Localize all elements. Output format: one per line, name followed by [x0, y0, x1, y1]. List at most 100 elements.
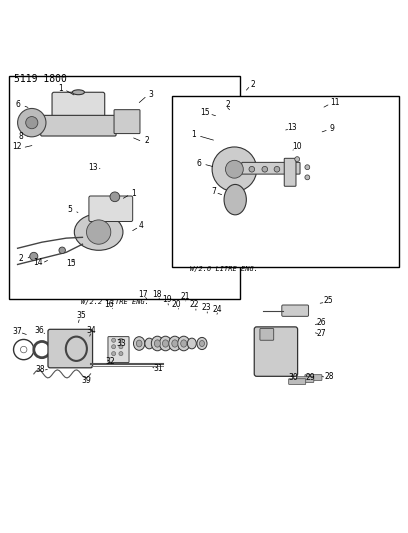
Bar [9, 76, 240, 299]
Text: 32: 32 [105, 357, 115, 366]
FancyBboxPatch shape [254, 327, 297, 376]
FancyBboxPatch shape [114, 110, 140, 134]
Text: 22: 22 [190, 301, 200, 310]
Circle shape [249, 166, 255, 172]
Text: 16: 16 [104, 301, 114, 310]
Circle shape [112, 352, 115, 356]
Text: 3: 3 [149, 90, 154, 99]
Circle shape [112, 345, 115, 349]
Text: 5119 1800: 5119 1800 [13, 74, 67, 84]
Ellipse shape [224, 184, 246, 215]
Text: 36: 36 [34, 326, 44, 335]
FancyBboxPatch shape [108, 337, 129, 362]
Circle shape [112, 338, 115, 342]
Text: 2: 2 [225, 100, 230, 109]
Text: 17: 17 [138, 289, 148, 298]
Text: 14: 14 [33, 258, 43, 267]
Text: 33: 33 [117, 339, 126, 348]
Text: W/2.2 LITRE ENG.: W/2.2 LITRE ENG. [81, 299, 149, 305]
Circle shape [18, 108, 46, 137]
FancyBboxPatch shape [284, 158, 296, 186]
Text: 28: 28 [324, 372, 334, 381]
Ellipse shape [74, 214, 123, 251]
Text: 37: 37 [12, 327, 22, 336]
Ellipse shape [72, 90, 84, 95]
Circle shape [305, 175, 310, 180]
Text: 39: 39 [82, 376, 91, 385]
Circle shape [295, 157, 299, 161]
Circle shape [119, 352, 123, 356]
Circle shape [305, 165, 310, 169]
Text: 2: 2 [144, 136, 149, 146]
Circle shape [26, 117, 38, 129]
Circle shape [262, 166, 268, 172]
Text: 27: 27 [317, 329, 326, 338]
Text: 35: 35 [76, 311, 86, 320]
FancyBboxPatch shape [52, 92, 105, 120]
Ellipse shape [200, 341, 204, 346]
Text: 6: 6 [197, 159, 202, 168]
Text: 21: 21 [180, 293, 190, 301]
Ellipse shape [172, 340, 178, 347]
Text: 1: 1 [58, 84, 62, 93]
Text: 13: 13 [88, 163, 98, 172]
FancyBboxPatch shape [297, 377, 314, 382]
FancyBboxPatch shape [242, 163, 300, 174]
FancyBboxPatch shape [89, 196, 133, 222]
Ellipse shape [145, 338, 154, 349]
Bar [172, 96, 399, 266]
FancyBboxPatch shape [260, 328, 274, 340]
Circle shape [59, 247, 65, 254]
Ellipse shape [181, 340, 187, 347]
Ellipse shape [160, 336, 172, 351]
Text: 24: 24 [212, 304, 222, 313]
Text: 30: 30 [288, 374, 298, 383]
Text: 15: 15 [67, 259, 76, 268]
Text: 23: 23 [201, 303, 211, 312]
Circle shape [86, 220, 111, 244]
FancyBboxPatch shape [289, 379, 306, 384]
Circle shape [110, 192, 120, 201]
Ellipse shape [177, 336, 190, 351]
Text: 2: 2 [250, 79, 255, 88]
Circle shape [30, 252, 38, 261]
Circle shape [274, 166, 280, 172]
Text: 18: 18 [153, 289, 162, 298]
Text: 25: 25 [324, 296, 334, 305]
Text: 29: 29 [305, 374, 315, 383]
Ellipse shape [169, 336, 181, 351]
Ellipse shape [154, 340, 160, 347]
Text: 4: 4 [139, 222, 144, 230]
Text: 9: 9 [329, 124, 334, 133]
Ellipse shape [151, 336, 164, 351]
Text: 19: 19 [162, 295, 171, 304]
Text: 8: 8 [18, 132, 23, 141]
Text: 31: 31 [153, 364, 163, 373]
Ellipse shape [162, 340, 169, 347]
Ellipse shape [197, 337, 207, 350]
Text: 34: 34 [86, 326, 96, 335]
Text: 12: 12 [12, 142, 22, 151]
FancyBboxPatch shape [48, 329, 93, 368]
Circle shape [212, 147, 257, 191]
Text: 13: 13 [288, 124, 297, 132]
Text: 11: 11 [330, 98, 339, 107]
Text: 10: 10 [293, 142, 302, 151]
FancyBboxPatch shape [282, 305, 308, 317]
Text: 1: 1 [131, 189, 135, 198]
Text: 6: 6 [15, 100, 20, 109]
Text: 20: 20 [172, 300, 181, 309]
FancyBboxPatch shape [41, 115, 116, 136]
Text: 7: 7 [211, 187, 216, 196]
Circle shape [119, 338, 123, 342]
Text: 1: 1 [191, 130, 196, 139]
Text: 26: 26 [317, 318, 326, 327]
Text: 38: 38 [35, 365, 45, 374]
Circle shape [226, 160, 243, 178]
Text: W/2.6 LITRE ENG.: W/2.6 LITRE ENG. [190, 266, 258, 272]
Text: 5: 5 [68, 205, 73, 214]
FancyBboxPatch shape [305, 375, 322, 381]
Ellipse shape [133, 337, 145, 350]
Circle shape [119, 345, 123, 349]
Ellipse shape [187, 338, 196, 349]
